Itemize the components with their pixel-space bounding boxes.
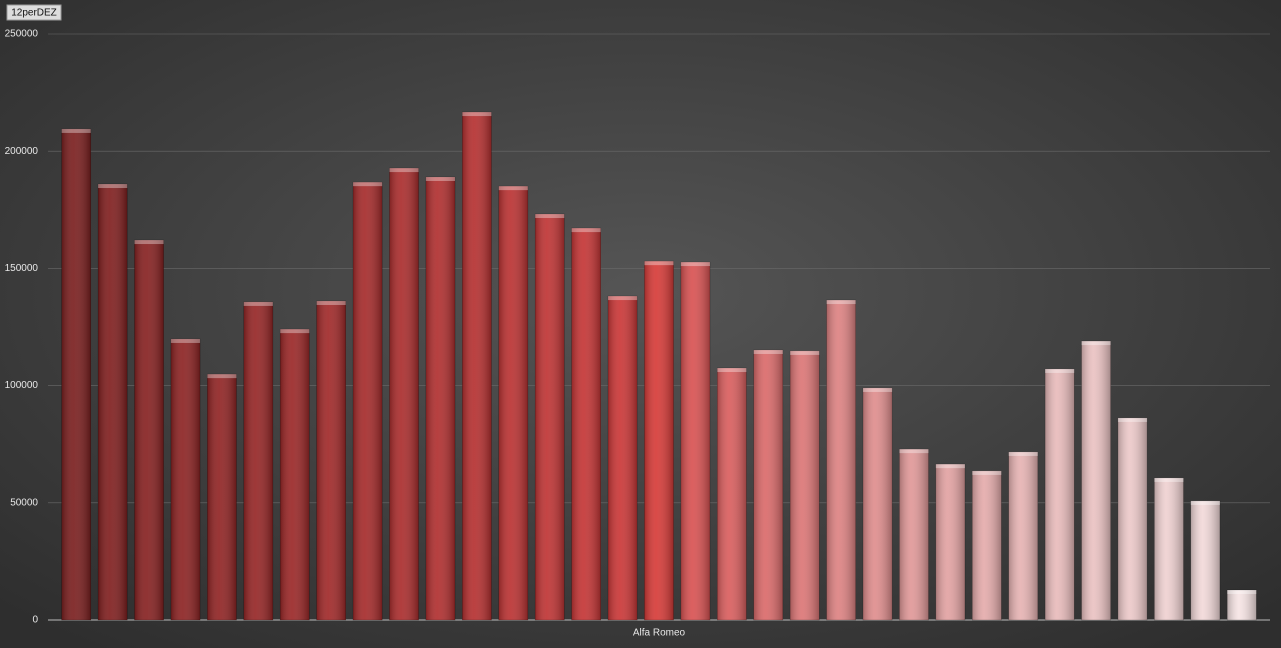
- bar-cap: [134, 240, 164, 245]
- bar-cap: [535, 214, 565, 219]
- y-tick-label: 150000: [5, 263, 39, 274]
- bar: [352, 181, 383, 621]
- bar-cap: [207, 374, 237, 379]
- bar-cap: [462, 112, 492, 117]
- bar: [207, 373, 237, 621]
- bar: [680, 261, 711, 621]
- bar-cap: [571, 228, 601, 233]
- bar-cap: [753, 349, 783, 354]
- bar-cap: [316, 300, 346, 305]
- bar-cap: [935, 464, 965, 469]
- bar-cap: [1008, 451, 1038, 456]
- bar: [1081, 340, 1111, 621]
- y-tick-label: 200000: [5, 146, 39, 157]
- bar: [971, 470, 1002, 621]
- bar: [1044, 368, 1075, 621]
- bar-cap: [353, 182, 383, 187]
- bar-cap: [1045, 368, 1075, 373]
- bar: [1008, 451, 1039, 621]
- y-tick-label: 0: [32, 615, 38, 626]
- bar: [170, 338, 201, 621]
- bar: [534, 213, 565, 621]
- bar: [644, 260, 674, 621]
- bar: [899, 448, 929, 621]
- bar-cap: [1190, 500, 1220, 505]
- legend-button[interactable]: [6, 4, 62, 21]
- bar: [462, 111, 492, 621]
- bar-cap: [98, 184, 128, 189]
- bar-cap: [972, 470, 1002, 475]
- bar-cap: [280, 329, 310, 334]
- bar-cap: [644, 261, 674, 266]
- bar: [789, 350, 820, 621]
- bar-cap: [243, 301, 273, 306]
- bar-cap: [899, 449, 929, 454]
- bar-cap: [425, 176, 456, 181]
- bar-cap: [862, 387, 893, 392]
- bar: [389, 167, 419, 621]
- bar-cap: [680, 262, 710, 267]
- bar: [316, 300, 347, 621]
- bar: [498, 185, 529, 621]
- bar-cap: [1227, 589, 1257, 594]
- bar-cap: [170, 338, 201, 343]
- bar: [243, 301, 274, 621]
- bar-cap: [790, 350, 820, 355]
- bar-cap: [608, 296, 638, 301]
- bar: [1226, 589, 1257, 621]
- bar: [1190, 500, 1221, 621]
- bar: [935, 463, 966, 621]
- bar: [134, 239, 164, 621]
- bar: [862, 387, 893, 621]
- y-tick-label: 50000: [10, 497, 38, 508]
- bar: [61, 128, 92, 621]
- bar-cap: [389, 168, 419, 173]
- x-label: Alfa Romeo: [633, 628, 686, 639]
- bar: [826, 299, 856, 621]
- bar: [1154, 477, 1184, 621]
- bar: [425, 176, 456, 621]
- bar-cap: [717, 368, 747, 373]
- bar: [571, 227, 601, 621]
- bar: [753, 349, 784, 621]
- y-tick-label: 250000: [5, 29, 39, 40]
- bar-cap: [498, 186, 528, 191]
- bar-cap: [1154, 477, 1184, 482]
- bar: [97, 183, 128, 621]
- bar: [1117, 417, 1148, 621]
- bar: [717, 367, 747, 621]
- bar-cap: [826, 300, 856, 305]
- legend-entry: 12perDEZ: [11, 8, 57, 19]
- bar: [279, 328, 310, 621]
- bar-cap: [61, 128, 91, 133]
- bar-cap: [1117, 417, 1148, 422]
- y-tick-label: 100000: [5, 380, 39, 391]
- bar: [607, 295, 638, 621]
- bar-cap: [1081, 341, 1111, 346]
